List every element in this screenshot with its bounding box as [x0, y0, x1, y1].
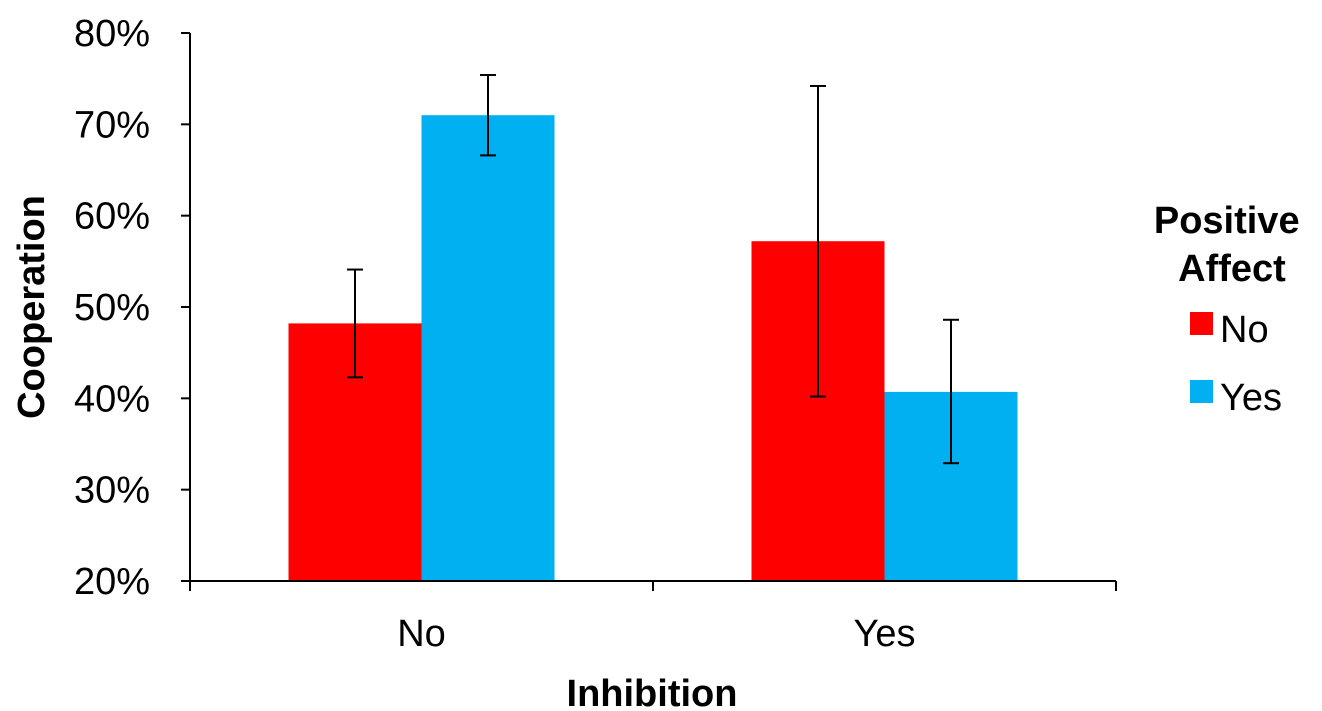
y-ticks-layer: 20% 30% 40% 50% 60% 70% 80% [74, 13, 190, 603]
y-tick-label: 30% [74, 470, 150, 512]
legend: Positive Affect No Yes [1154, 200, 1310, 419]
error-bar-yes-yes [943, 318, 959, 465]
y-tick-label: 20% [74, 561, 150, 603]
legend-items: No Yes [1190, 309, 1282, 419]
y-tick-label: 60% [74, 196, 150, 238]
y-tick-label: 40% [74, 378, 150, 420]
error-bar-no-yes [480, 74, 496, 157]
error-bar-no-no [347, 268, 363, 379]
legend-label: No [1220, 309, 1269, 351]
legend-title-line-1: Positive [1154, 200, 1300, 242]
legend-swatch [1190, 380, 1213, 403]
legend-title-line-2: Affect [1178, 248, 1286, 290]
legend-label: Yes [1220, 377, 1282, 419]
legend-item-no: No [1190, 309, 1269, 351]
x-tick-label: Yes [854, 613, 916, 655]
y-axis-title: Cooperation [11, 195, 53, 419]
y-tick-label: 70% [74, 104, 150, 146]
error-bars-layer [347, 74, 959, 465]
legend-swatch [1190, 312, 1213, 335]
y-tick-label: 80% [74, 13, 150, 55]
x-ticks-layer: No Yes [189, 581, 1117, 655]
error-bar-yes-no [810, 84, 826, 398]
x-tick-label: No [397, 613, 446, 655]
bar-no-yes [421, 115, 555, 581]
y-tick-label: 50% [74, 287, 150, 329]
legend-item-yes: Yes [1190, 377, 1282, 419]
x-axis-title: Inhibition [567, 673, 738, 711]
legend-title: Positive Affect [1154, 200, 1310, 290]
bars-layer [288, 115, 1018, 581]
